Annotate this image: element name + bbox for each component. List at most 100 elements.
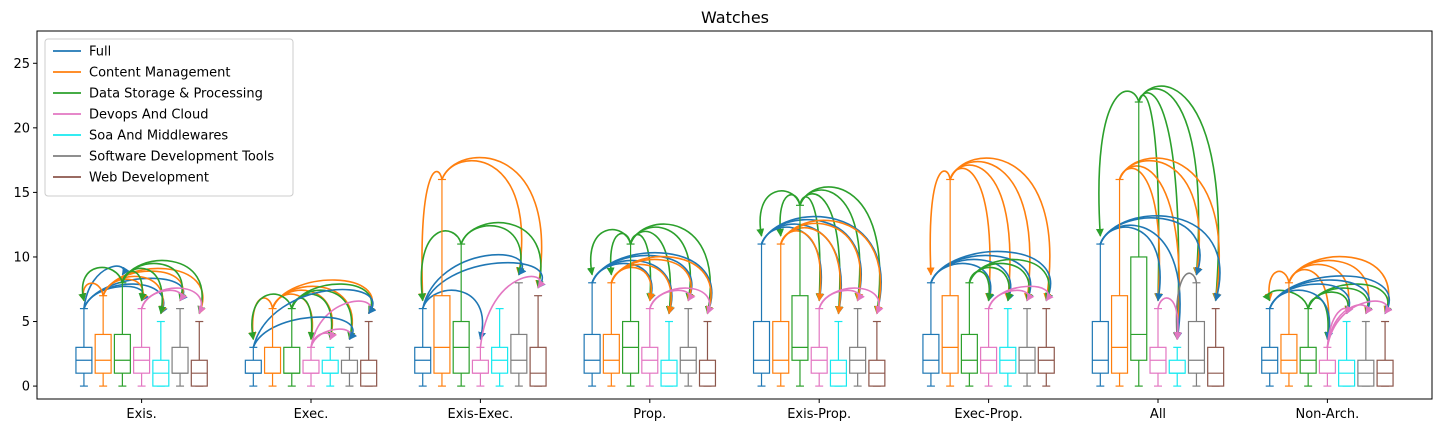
- significance-arrow: [1138, 85, 1221, 302]
- significance-arrow: [987, 285, 1054, 309]
- significance-arrow: [418, 170, 443, 302]
- box-3-2: [471, 346, 489, 387]
- box-1-4: [772, 243, 790, 387]
- plot-frame: [36, 30, 1433, 400]
- legend: Full Content Management Data Storage & Pro…: [44, 38, 294, 197]
- legend-label: Software Development Tools: [89, 150, 274, 165]
- box-0-5: [922, 282, 940, 387]
- box-3-6: [1149, 308, 1167, 387]
- box-5-6: [1187, 282, 1206, 387]
- box-0-6: [1091, 243, 1109, 387]
- legend-label: Data Storage & Processing: [89, 87, 263, 102]
- legend-label: Devops And Cloud: [89, 108, 208, 123]
- box-2-3: [621, 243, 640, 387]
- significance-arrow: [1118, 157, 1221, 302]
- box-6-7: [1376, 320, 1394, 387]
- x-tick-label: Prop.: [633, 407, 666, 422]
- box-2-6: [1130, 101, 1148, 387]
- box-4-0: [152, 320, 170, 387]
- box-0-0: [75, 308, 93, 387]
- boxes-layer: [75, 101, 1394, 387]
- box-2-2: [452, 243, 470, 387]
- box-6-1: [360, 320, 378, 387]
- y-tick-label: 0: [22, 380, 30, 395]
- significance-arrow: [1099, 215, 1222, 302]
- box-3-0: [133, 308, 151, 387]
- box-2-7: [1299, 308, 1317, 387]
- significance-arrow: [1172, 272, 1198, 341]
- legend-frame: [44, 38, 294, 197]
- y-tick-label: 20: [13, 121, 30, 136]
- significance-arrow: [649, 287, 715, 315]
- box-3-7: [1318, 346, 1336, 387]
- box-5-5: [1018, 308, 1036, 387]
- x-tick-label: Non-Arch.: [1295, 407, 1359, 422]
- significance-arrow: [1326, 300, 1393, 348]
- significance-arrow: [460, 221, 544, 289]
- box-2-4: [791, 204, 809, 387]
- box-3-3: [641, 308, 659, 387]
- significance-arrow: [252, 288, 377, 348]
- box-4-5: [999, 308, 1017, 387]
- significance-arrow: [968, 258, 1053, 302]
- legend-label: Full: [89, 45, 111, 60]
- significance-arrow: [949, 157, 1052, 302]
- significance-arrow: [78, 266, 124, 302]
- significance-arrow: [776, 193, 801, 237]
- chart-title: Watches: [701, 8, 769, 27]
- y-tick-label: 10: [13, 250, 30, 265]
- box-4-4: [829, 320, 848, 387]
- box-0-2: [414, 308, 432, 387]
- box-3-4: [810, 308, 828, 387]
- box-0-3: [583, 282, 601, 387]
- significance-arrow: [606, 232, 632, 276]
- box-0-4: [752, 243, 771, 387]
- box-5-4: [849, 308, 867, 387]
- box-1-7: [1280, 282, 1298, 387]
- x-tick-label: Exis.: [126, 407, 156, 422]
- significance-arrow: [421, 253, 527, 309]
- box-4-7: [1338, 320, 1356, 387]
- significance-arrow: [441, 156, 544, 289]
- box-5-2: [510, 282, 528, 387]
- box-2-5: [960, 282, 978, 387]
- x-tick-label: Exec-Prop.: [954, 407, 1022, 422]
- significance-arrow: [421, 289, 486, 341]
- box-0-7: [1261, 308, 1279, 387]
- box-2-0: [113, 282, 131, 387]
- y-tick-label: 15: [13, 186, 30, 201]
- box-6-4: [868, 320, 886, 387]
- significance-arrow: [610, 255, 714, 315]
- box-1-6: [1110, 178, 1129, 387]
- box-1-0: [94, 295, 112, 387]
- box-5-0: [171, 308, 189, 387]
- significance-arrow: [248, 293, 293, 341]
- box-6-3: [698, 320, 717, 387]
- significance-arrow: [591, 251, 714, 315]
- significance-arrow: [779, 219, 883, 315]
- significance-arrow: [479, 275, 546, 348]
- significance-arrow: [930, 250, 1053, 302]
- significance-arrow: [1288, 255, 1392, 315]
- significance-arrow: [818, 287, 884, 315]
- box-3-5: [980, 308, 998, 387]
- box-1-3: [602, 282, 620, 387]
- x-tick-label: Exis-Exec.: [448, 407, 514, 422]
- box-4-6: [1168, 346, 1186, 387]
- box-6-5: [1037, 308, 1055, 387]
- legend-label: Web Development: [89, 171, 209, 186]
- box-6-2: [529, 295, 547, 387]
- arrows-layer: [78, 85, 1393, 348]
- axes-layer: 0 5 10 15 20 25 Exis. Exec. Exis-Exec. Prop. Exis-…: [13, 30, 1433, 422]
- box-0-1: [244, 346, 262, 387]
- significance-arrow: [421, 261, 546, 309]
- significance-arrow: [1264, 270, 1290, 302]
- y-tick-label: 25: [13, 57, 30, 72]
- x-tick-label: Exec.: [294, 407, 329, 422]
- box-3-1: [302, 346, 320, 387]
- box-4-3: [660, 320, 678, 387]
- significance-arrow: [1262, 289, 1309, 309]
- box-5-1: [340, 346, 359, 387]
- box-5-3: [679, 308, 697, 387]
